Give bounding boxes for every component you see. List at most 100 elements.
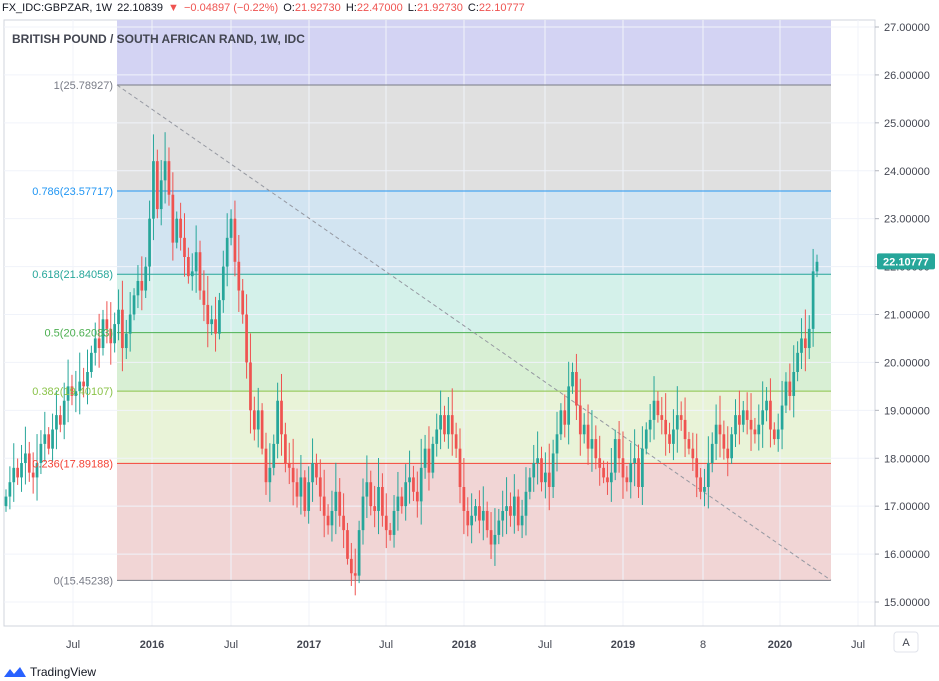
candle[interactable] (714, 404, 718, 461)
candle[interactable] (648, 404, 652, 443)
candle[interactable] (159, 160, 163, 226)
candle[interactable] (489, 512, 493, 559)
candle[interactable] (423, 434, 427, 479)
candle[interactable] (625, 465, 629, 492)
candle[interactable] (427, 426, 431, 491)
candle[interactable] (745, 392, 749, 435)
candle[interactable] (175, 211, 179, 249)
candle[interactable] (183, 213, 186, 277)
candle[interactable] (633, 429, 636, 487)
candle[interactable] (493, 508, 497, 566)
candle[interactable] (617, 421, 621, 473)
candle[interactable] (497, 508, 501, 545)
candle[interactable] (749, 393, 753, 451)
candle[interactable] (264, 432, 268, 495)
candle[interactable] (408, 450, 411, 504)
candle[interactable] (256, 387, 260, 448)
candle[interactable] (450, 388, 454, 456)
candle[interactable] (757, 404, 761, 451)
candle[interactable] (578, 378, 582, 456)
candle[interactable] (641, 426, 644, 505)
candle[interactable] (229, 209, 233, 246)
candle[interactable] (187, 247, 190, 284)
candle[interactable] (51, 413, 54, 462)
candle[interactable] (780, 380, 784, 450)
candle[interactable] (66, 359, 70, 423)
candle[interactable] (132, 288, 136, 321)
candle[interactable] (357, 520, 361, 584)
candle[interactable] (672, 409, 675, 461)
candle[interactable] (470, 493, 474, 544)
candle[interactable] (330, 490, 334, 542)
candle[interactable] (691, 432, 695, 471)
price-axis[interactable] (875, 20, 939, 626)
candle[interactable] (466, 497, 470, 537)
candle[interactable] (78, 352, 82, 415)
candle[interactable] (722, 420, 726, 460)
candle[interactable] (419, 438, 423, 525)
candle[interactable] (598, 435, 602, 486)
candle[interactable] (772, 422, 776, 445)
candle[interactable] (334, 462, 338, 535)
candle[interactable] (140, 256, 144, 311)
candle[interactable] (675, 386, 679, 453)
candle[interactable] (590, 410, 594, 472)
candle[interactable] (784, 372, 788, 414)
candle[interactable] (144, 257, 148, 299)
candle[interactable] (148, 200, 151, 282)
candle[interactable] (807, 315, 811, 360)
candle[interactable] (730, 427, 733, 464)
candle[interactable] (396, 471, 400, 531)
candle[interactable] (629, 442, 633, 499)
candle[interactable] (74, 370, 78, 413)
candle[interactable] (415, 471, 419, 518)
candle[interactable] (179, 202, 182, 251)
candle[interactable] (485, 501, 489, 538)
candle[interactable] (276, 382, 279, 459)
candle[interactable] (547, 443, 551, 511)
candle[interactable] (377, 458, 380, 535)
candle[interactable] (404, 464, 408, 521)
candle[interactable] (307, 466, 311, 524)
candle[interactable] (644, 422, 648, 455)
candle[interactable] (361, 478, 365, 545)
candle[interactable] (769, 378, 772, 448)
candle[interactable] (167, 147, 171, 206)
candle[interactable] (322, 469, 326, 538)
candle[interactable] (381, 473, 384, 527)
candle[interactable] (318, 459, 322, 512)
candle[interactable] (637, 444, 640, 498)
candle[interactable] (462, 458, 466, 535)
candle[interactable] (43, 411, 47, 462)
candle[interactable] (392, 495, 396, 548)
candle[interactable] (97, 313, 101, 368)
candle[interactable] (706, 436, 710, 509)
candle[interactable] (252, 396, 256, 441)
candle[interactable] (586, 404, 590, 465)
candle[interactable] (582, 413, 586, 444)
candle[interactable] (117, 289, 120, 341)
candle[interactable] (86, 349, 89, 405)
candle[interactable] (443, 405, 446, 442)
candle[interactable] (788, 363, 792, 411)
candle[interactable] (365, 455, 369, 519)
candle[interactable] (315, 453, 318, 485)
branding-footer[interactable]: TradingView (4, 664, 96, 680)
candle[interactable] (412, 465, 415, 502)
candle[interactable] (342, 493, 345, 549)
candle[interactable] (621, 431, 625, 499)
candle[interactable] (152, 134, 155, 241)
candle[interactable] (606, 461, 609, 495)
candle[interactable] (105, 301, 109, 344)
candle[interactable] (594, 425, 598, 470)
candle[interactable] (458, 428, 462, 504)
candle[interactable] (563, 394, 567, 438)
candle[interactable] (55, 390, 58, 450)
candle[interactable] (113, 312, 117, 353)
symbol-label[interactable]: FX_IDC:GBPZAR, 1W (2, 2, 113, 14)
candle[interactable] (532, 444, 536, 492)
candle[interactable] (136, 265, 140, 309)
candle[interactable] (272, 434, 276, 476)
candle[interactable] (101, 309, 105, 356)
